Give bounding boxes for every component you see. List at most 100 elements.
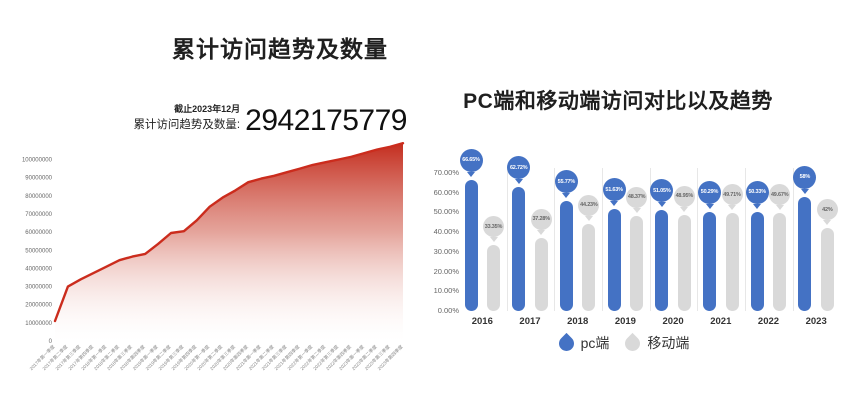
pc-bar: [798, 196, 812, 311]
mobile-bar: [677, 214, 691, 311]
y-axis-label: 30.00%: [433, 246, 459, 256]
mobile-bar: [820, 228, 834, 311]
annotation-date: 截止2023年12月: [174, 104, 241, 114]
mobile-balloon-tail: [632, 207, 641, 213]
y-axis-label: 80000000: [25, 194, 52, 200]
cumulative-area-chart: 1000000009000000080000000700000006000000…: [22, 141, 405, 372]
mobile-value-balloon: 37.28%: [530, 208, 552, 230]
y-axis-label: 60000000: [25, 230, 52, 236]
legend-label: 移动端: [647, 335, 690, 351]
y-axis-label: 60.00%: [433, 187, 459, 197]
pc-bar: [464, 179, 478, 311]
y-axis-label: 20000000: [25, 303, 52, 309]
pc-mobile-lollipop-chart: pc端 移动端 70.00% 60.00% 50.00% 40.00% 30.00% 20.…: [426, 120, 852, 400]
y-axis-label: 50.00%: [433, 207, 459, 217]
pc-balloon-tail: [467, 171, 475, 177]
pc-balloon-tail: [610, 201, 619, 207]
pc-bar: [512, 187, 526, 311]
y-axis-label: 40000000: [25, 266, 52, 272]
year-label: 2019: [614, 316, 636, 327]
mobile-balloon-tail: [728, 205, 736, 210]
pc-legend-droplet-icon: [555, 332, 577, 354]
y-axis-label: 10.00%: [433, 286, 459, 296]
pc-balloon-tail: [705, 203, 714, 209]
pc-value-balloon: 58%: [793, 165, 817, 189]
mobile-bar: [534, 237, 548, 311]
cumulative-chart-title: 累计访问趋势及数量: [172, 36, 388, 62]
pc-balloon-tail: [657, 202, 666, 208]
mobile-bar: [773, 213, 787, 311]
mobile-balloon-tail: [680, 206, 689, 212]
year-label: 2020: [662, 316, 684, 327]
pc-value-balloon: 55.77%: [554, 170, 578, 194]
cumulative-total-value: 2942175779: [245, 103, 407, 137]
area-fill: [55, 143, 403, 341]
mobile-balloon-tail: [823, 220, 832, 226]
pc-value-balloon: 50.29%: [698, 180, 721, 204]
annotation-labels: 截止2023年12月 累计访问趋势及数量:: [133, 102, 240, 135]
legend-item: 移动端: [622, 332, 690, 354]
y-axis-label: 40.00%: [433, 227, 459, 237]
pc-bar: [559, 201, 573, 311]
mobile-value-balloon: 33.35%: [483, 216, 504, 238]
pc-value-balloon: 51.63%: [602, 178, 626, 202]
mobile-bar: [487, 245, 500, 311]
year-label: 2016: [471, 316, 493, 327]
y-axis-label: 90000000: [25, 176, 52, 182]
pc-value-balloon: 51.05%: [650, 179, 674, 203]
pc-balloon-tail: [514, 179, 523, 185]
pc-bar: [655, 210, 669, 311]
pc-value-balloon: 62.72%: [507, 156, 531, 180]
mobile-balloon-tail: [584, 215, 593, 221]
group-separator: [649, 168, 651, 311]
pc-bar: [703, 211, 716, 311]
y-axis-label: 30000000: [25, 285, 52, 291]
pc-mobile-chart-title: PC端和移动端访问对比以及趋势: [463, 90, 773, 113]
y-axis-label: 20.00%: [433, 266, 459, 276]
legend-label: pc端: [580, 335, 610, 351]
year-label: 2023: [805, 316, 827, 327]
mobile-value-balloon: 49.67%: [769, 184, 791, 206]
mobile-value-balloon: 49.71%: [721, 184, 743, 205]
mobile-legend-droplet-icon: [622, 332, 644, 354]
pc-balloon-tail: [800, 188, 809, 194]
legend-item: pc端: [555, 332, 610, 354]
cumulative-total-annotation: 截止2023年12月 累计访问趋势及数量: 2942175779: [117, 102, 407, 135]
group-separator: [554, 168, 556, 311]
group-separator: [506, 168, 508, 311]
pc-value-balloon: 50.33%: [745, 180, 769, 204]
pc-bar: [607, 209, 621, 311]
year-label: 2017: [519, 316, 541, 327]
y-axis-label: 50000000: [25, 248, 52, 254]
group-separator: [601, 168, 603, 311]
y-axis-label: 70000000: [25, 212, 52, 218]
year-label: 2022: [757, 316, 780, 327]
group-separator: [792, 168, 794, 311]
mobile-value-balloon: 48.37%: [626, 186, 648, 208]
mobile-bar: [582, 223, 596, 311]
chart-legend: pc端 移动端: [506, 332, 742, 354]
area-line: [53, 141, 405, 323]
year-label: 2021: [710, 316, 732, 327]
pc-balloon-tail: [562, 193, 571, 199]
group-separator: [745, 168, 746, 311]
pc-balloon-tail: [753, 203, 762, 209]
mobile-balloon-tail: [537, 229, 546, 235]
year-label: 2018: [567, 316, 589, 327]
y-axis-label: 0.00%: [437, 306, 459, 315]
y-axis-label: 10000000: [25, 321, 52, 327]
pc-value-balloon: 66.65%: [459, 148, 483, 172]
mobile-balloon-tail: [489, 237, 498, 243]
y-axis-label: 0: [49, 339, 53, 345]
group-separator: [697, 168, 699, 311]
y-axis-label: 100000000: [22, 158, 53, 164]
mobile-value-balloon: 42%: [816, 199, 838, 221]
mobile-value-balloon: 44.23%: [578, 194, 600, 216]
y-axis-label: 70.00%: [433, 168, 459, 177]
mobile-bar: [630, 215, 644, 311]
mobile-balloon-tail: [775, 205, 784, 211]
mobile-value-balloon: 48.95%: [673, 185, 695, 207]
pc-bar: [750, 211, 764, 311]
annotation-label: 累计访问趋势及数量:: [133, 119, 241, 131]
mobile-bar: [725, 213, 739, 311]
